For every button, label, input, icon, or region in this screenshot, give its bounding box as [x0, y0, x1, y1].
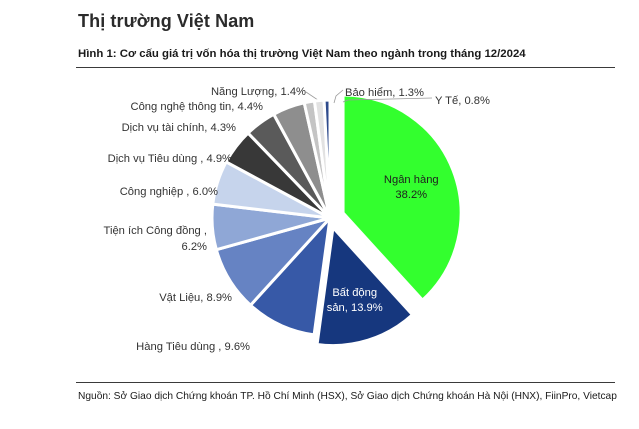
- slice-label-7: Dịch vụ tài chính, 4.3%: [122, 122, 236, 134]
- slice-label-6: Dịch vụ Tiêu dùng , 4.9%: [108, 153, 232, 165]
- pie-slice-0: [341, 93, 463, 302]
- slice-label-1: Bất động sản, 13.9%: [327, 287, 383, 314]
- slice-label-9: Năng Lượng, 1.4%: [211, 86, 306, 98]
- leader-line-10: [333, 89, 344, 104]
- leader-line-11: [342, 97, 433, 103]
- pie-slice-1: [315, 226, 414, 348]
- bottom-divider: [76, 382, 615, 383]
- slice-label-10: Bảo hiểm, 1.3%: [345, 87, 424, 99]
- figure-caption: Hình 1: Cơ cấu giá trị vốn hóa thị trườn…: [78, 48, 526, 60]
- slice-label-5: Công nghiệp , 6.0%: [120, 186, 218, 198]
- slice-label-8: Công nghệ thông tin, 4.4%: [131, 101, 264, 113]
- source-note: Nguồn: Sở Giao dịch Chứng khoán TP. Hồ C…: [78, 391, 617, 402]
- slice-label-2: Hàng Tiêu dùng , 9.6%: [136, 341, 250, 353]
- section-title: Thị trường Việt Nam: [78, 11, 255, 31]
- slice-label-0: Ngân hàng 38.2%: [384, 174, 439, 201]
- slice-label-11: Y Tế, 0.8%: [435, 95, 490, 107]
- top-divider: [76, 67, 615, 68]
- slice-label-4: Tiện ích Công đồng , 6.2%: [104, 225, 208, 253]
- slice-label-3: Vật Liệu, 8.9%: [159, 292, 232, 304]
- pie-slice-11: [322, 98, 332, 220]
